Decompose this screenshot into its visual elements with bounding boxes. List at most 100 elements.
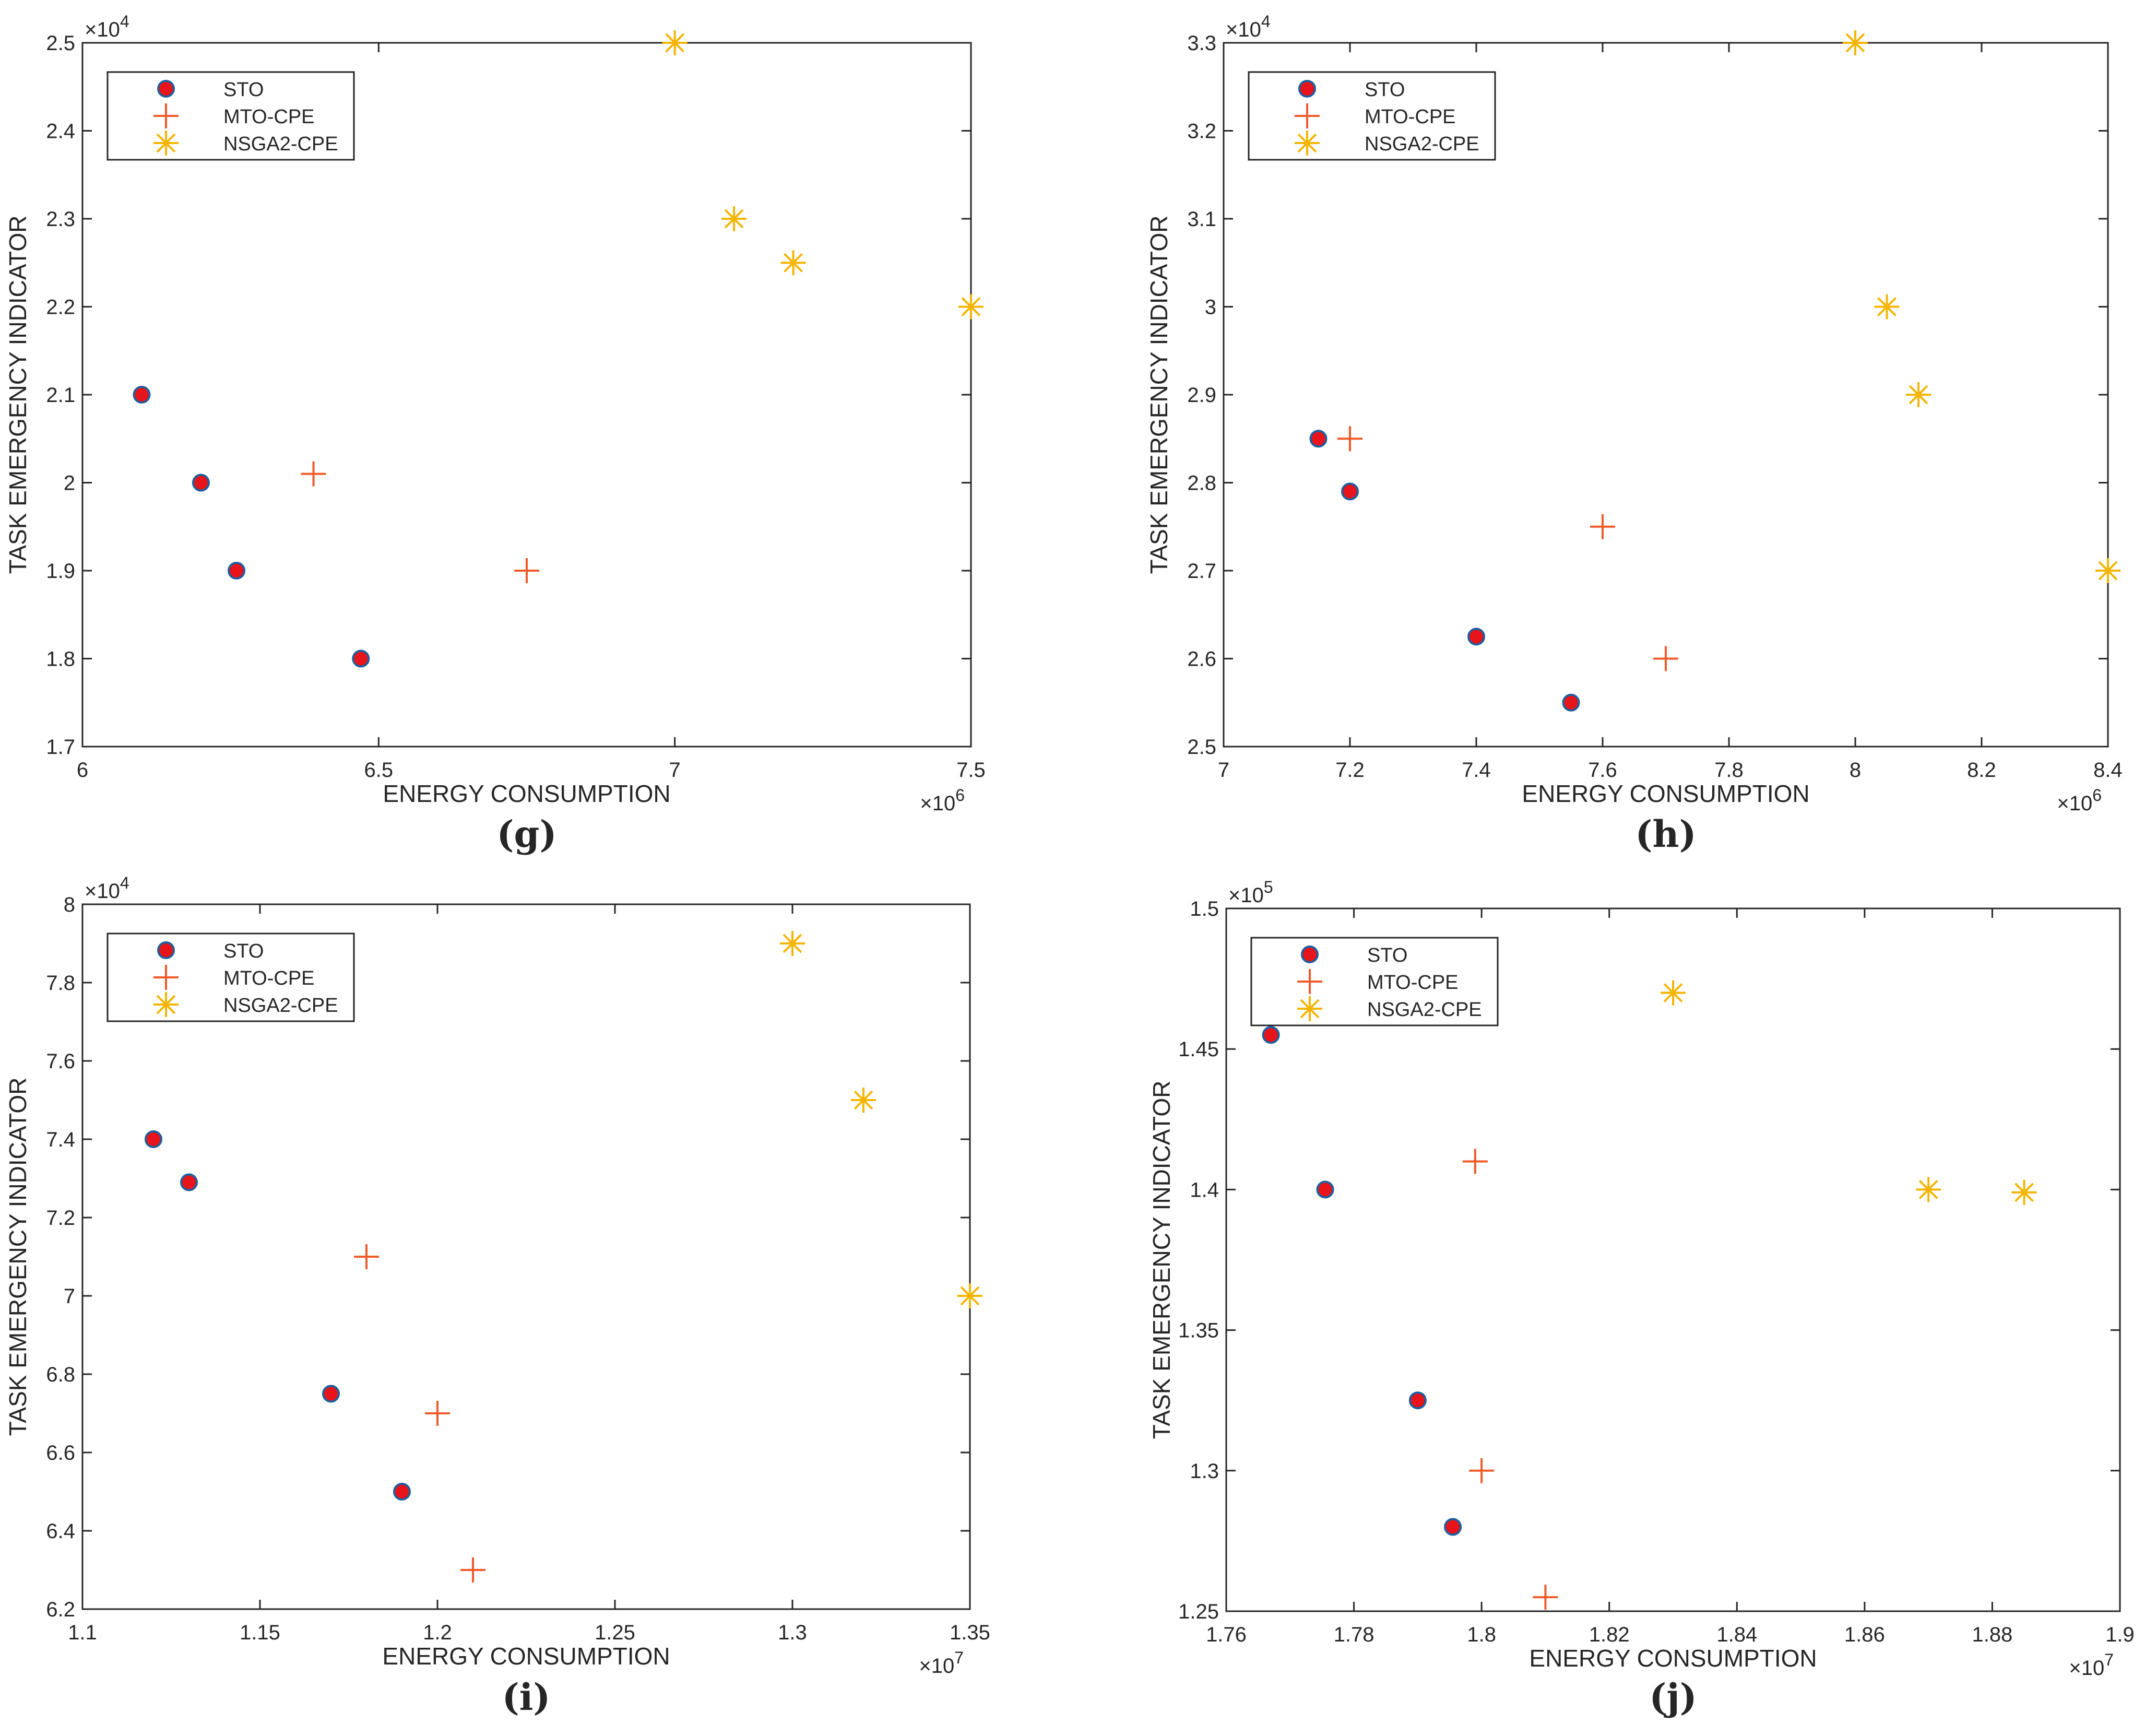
- x-tick-label: 6: [77, 759, 88, 782]
- chart-panel-g: 6 6.5 7 7.5 1.7 1.8 1.9 2 2.1 2.2 2.3 2.4 2.5 ×104 ×10…: [4, 12, 986, 856]
- data-point-mto-cpe: [301, 461, 326, 487]
- data-point-mto-cpe: [1337, 426, 1362, 452]
- y-axis-label: TASK EMERGENCY INDICATOR: [1148, 1081, 1175, 1439]
- series-nsga2-cpe: [780, 931, 982, 1308]
- x-tick-label: 1.86: [1844, 1623, 1885, 1646]
- data-point-sto: [1316, 1180, 1334, 1199]
- y-tick-label: 3: [1205, 296, 1216, 319]
- series-mto-cpe: [301, 461, 539, 583]
- y-tick-label: 1.25: [1178, 1600, 1219, 1623]
- series-mto-cpe: [354, 1244, 485, 1583]
- chart-panel-i: 1.1 1.15 1.2 1.25 1.3 1.35 6.2 6.4 6.6 6.8 7 7.2 7.4…: [4, 873, 990, 1719]
- caption-letter: j: [1663, 1675, 1679, 1719]
- data-point-sto: [180, 1173, 198, 1191]
- legend-marker-nsga2-cpe: [1295, 131, 1320, 156]
- caption-letter: h: [1653, 812, 1679, 856]
- series-mto-cpe: [1337, 426, 1678, 671]
- data-point-sto: [393, 1483, 411, 1501]
- x-tick-label: 7.2: [1335, 759, 1365, 782]
- x-tick-label: 8.4: [2093, 759, 2123, 782]
- legend-marker-sto: [157, 941, 175, 959]
- plot-area: [81, 903, 971, 1610]
- y-axis-label: TASK EMERGENCY INDICATOR: [4, 216, 31, 574]
- y-tick-label: 8: [64, 893, 75, 916]
- chart-panel-j: 1.76 1.78 1.8 1.82 1.84 1.86 1.88 1.9 1.25 1.3 1.3…: [1148, 878, 2135, 1719]
- y-tick-label: 7: [64, 1285, 75, 1308]
- legend-marker-nsga2-cpe: [1297, 996, 1322, 1021]
- y-tick-label: 1.4: [1190, 1178, 1219, 1201]
- data-point-sto: [1408, 1391, 1427, 1410]
- x-axis-label: ENERGY CONSUMPTION: [383, 780, 670, 807]
- legend-label-sto: STO: [1365, 79, 1405, 101]
- x-tick-label: 8.2: [1967, 759, 1996, 782]
- y-tick-label: 2.3: [46, 208, 75, 231]
- data-point-mto-cpe: [1469, 1458, 1495, 1483]
- x-tick-label: 1.84: [1716, 1623, 1757, 1646]
- y-axis-label: TASK EMERGENCY INDICATOR: [1145, 216, 1172, 574]
- y-exponent-label: ×104: [1226, 12, 1271, 41]
- data-point-sto: [145, 1130, 162, 1148]
- x-axis-label: ENERGY CONSUMPTION: [1522, 780, 1809, 807]
- caption-close-paren: ): [1679, 812, 1696, 856]
- chart-panel-h: 7 7.2 7.4 7.6 7.8 8 8.2 8.4 2.5 2.6 2.7 2.8 2.9 3 3.1 3…: [1145, 12, 2123, 856]
- series-sto: [1262, 1026, 1462, 1536]
- y-exponent-value: 4: [1261, 12, 1271, 31]
- legend-marker-mto-cpe: [153, 103, 179, 128]
- y-tick-label: 2.6: [1187, 648, 1216, 671]
- x-exponent-value: 6: [955, 786, 965, 805]
- x-exponent-label: ×106: [2057, 786, 2102, 815]
- y-tick-label: 2.9: [1187, 384, 1216, 407]
- caption-close-paren: ): [533, 1675, 550, 1719]
- legend-box: [1250, 937, 1499, 1026]
- x-tick-label: 6.5: [364, 759, 394, 782]
- y-tick-label: 2.5: [1187, 736, 1216, 759]
- legend-marker-sto: [157, 80, 175, 98]
- legend-box: [1248, 71, 1496, 161]
- data-point-nsga2-cpe: [780, 931, 805, 956]
- x-tick-label: 8: [1850, 759, 1861, 782]
- y-tick-label: 1.3: [1190, 1460, 1219, 1483]
- x-tick-label: 1.8: [1467, 1623, 1496, 1646]
- series-nsga2-cpe: [1843, 30, 2120, 583]
- y-exponent-label: ×104: [85, 12, 129, 41]
- data-point-sto: [352, 649, 370, 668]
- y-exponent-label: ×104: [85, 873, 129, 903]
- legend-marker-mto-cpe: [1295, 103, 1320, 128]
- data-point-nsga2-cpe: [1906, 382, 1931, 407]
- data-point-mto-cpe: [514, 558, 539, 583]
- legend-box: [106, 71, 355, 161]
- x-tick-label: 1.82: [1589, 1623, 1630, 1646]
- legend-box: [106, 932, 355, 1022]
- panel-caption: (g): [496, 812, 556, 856]
- data-point-mto-cpe: [1653, 646, 1678, 671]
- data-point-nsga2-cpe: [851, 1088, 876, 1113]
- y-axis-label: TASK EMERGENCY INDICATOR: [4, 1078, 31, 1436]
- series-nsga2-cpe: [662, 30, 983, 320]
- y-exponent-value: 5: [1264, 878, 1273, 896]
- data-point-sto: [1444, 1518, 1462, 1536]
- x-exponent-value: 7: [2104, 1650, 2114, 1669]
- x-axis-label: ENERGY CONSUMPTION: [1529, 1645, 1817, 1672]
- data-point-sto: [228, 562, 246, 580]
- data-point-sto: [133, 386, 151, 404]
- legend-label-nsga2-cpe: NSGA2-CPE: [1367, 999, 1482, 1021]
- data-point-sto: [192, 474, 210, 492]
- x-tick-label: 7: [1218, 759, 1229, 782]
- x-tick-label: 7.5: [956, 759, 986, 782]
- x-tick-label: 7.4: [1462, 759, 1491, 782]
- y-tick-label: 3.2: [1187, 120, 1216, 143]
- x-tick-label: 1.3: [778, 1621, 807, 1644]
- y-tick-label: 6.6: [46, 1442, 75, 1465]
- data-point-nsga2-cpe: [662, 30, 688, 55]
- legend-marker-nsga2-cpe: [153, 131, 179, 156]
- y-tick-label: 6.2: [46, 1598, 75, 1621]
- y-tick-label: 2.7: [1187, 560, 1216, 583]
- caption-open-paren: (: [502, 1675, 519, 1719]
- y-tick-label: 1.5: [1190, 897, 1219, 920]
- x-tick-label: 7.8: [1714, 759, 1744, 782]
- data-point-nsga2-cpe: [1916, 1177, 1941, 1202]
- y-tick-label: 1.9: [46, 560, 75, 583]
- data-point-sto: [1562, 693, 1580, 712]
- legend-label-nsga2-cpe: NSGA2-CPE: [223, 133, 338, 155]
- caption-open-paren: (: [1649, 1675, 1666, 1719]
